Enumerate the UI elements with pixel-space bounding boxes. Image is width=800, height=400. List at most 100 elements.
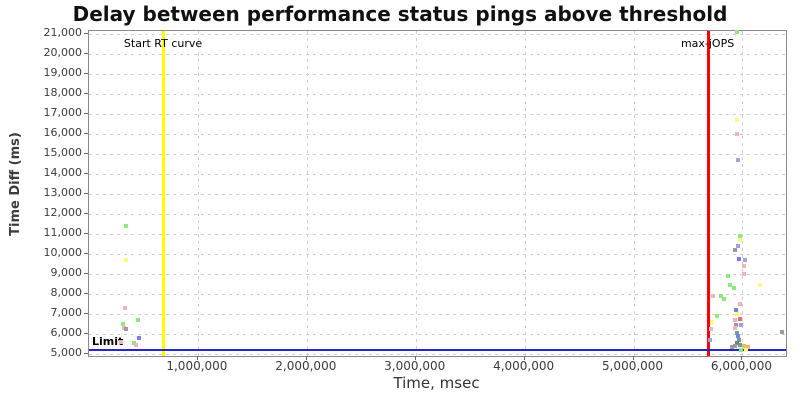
data-point xyxy=(738,317,743,321)
y-tick-mark xyxy=(84,333,88,334)
data-point xyxy=(734,341,739,345)
x-tick-mark xyxy=(632,356,634,360)
gridline-h xyxy=(89,234,786,235)
gridline-v xyxy=(197,31,199,356)
limit-label: Limit xyxy=(92,335,124,348)
x-tick-mark xyxy=(305,356,307,360)
gridline-h xyxy=(89,94,786,95)
gridline-h xyxy=(89,74,786,75)
x-tick-mark xyxy=(414,356,416,360)
vline-label-max-jops: max-jOPS xyxy=(680,37,735,50)
plot-area: Start RT curve max-jOPS Limit xyxy=(88,30,787,357)
data-point xyxy=(124,258,129,262)
data-point xyxy=(741,264,746,268)
data-point xyxy=(726,274,731,278)
gridline-h xyxy=(89,354,786,355)
gridline-h xyxy=(89,154,786,155)
x-tick-mark xyxy=(196,356,198,360)
gridline-h xyxy=(89,294,786,295)
y-tick-mark xyxy=(84,113,88,114)
y-tick-mark xyxy=(84,53,88,54)
y-tick-mark xyxy=(84,273,88,274)
data-point xyxy=(728,283,733,287)
data-point xyxy=(734,118,739,122)
gridline-h xyxy=(89,334,786,335)
gridline-h xyxy=(89,114,786,115)
gridline-h xyxy=(89,214,786,215)
gridline-v xyxy=(524,31,526,356)
x-axis-title: Time, msec xyxy=(393,374,480,392)
data-point xyxy=(119,340,124,344)
data-point xyxy=(732,248,737,252)
y-tick-mark xyxy=(84,33,88,34)
data-point xyxy=(737,257,742,261)
y-tick-mark xyxy=(84,133,88,134)
y-tick-mark xyxy=(84,253,88,254)
data-point xyxy=(738,302,743,306)
y-tick-mark xyxy=(84,313,88,314)
data-point xyxy=(739,348,744,352)
data-point xyxy=(136,336,141,340)
y-tick-mark xyxy=(84,233,88,234)
data-point xyxy=(736,158,741,162)
y-tick-label: 20,000 xyxy=(43,46,83,59)
data-point xyxy=(120,322,125,326)
data-point xyxy=(721,297,726,301)
data-point xyxy=(122,306,127,310)
data-point xyxy=(734,312,739,316)
data-point xyxy=(745,345,750,349)
y-tick-mark xyxy=(84,173,88,174)
data-point xyxy=(734,30,739,34)
data-point xyxy=(743,348,748,352)
x-tick-label: 6,000,000 xyxy=(710,359,772,373)
y-tick-mark xyxy=(84,353,88,354)
y-tick-mark xyxy=(84,213,88,214)
data-point xyxy=(715,314,720,318)
y-tick-label: 12,000 xyxy=(43,206,83,219)
data-point xyxy=(739,323,744,327)
y-tick-label: 17,000 xyxy=(43,106,83,119)
gridline-v xyxy=(306,31,308,356)
data-point xyxy=(736,244,741,248)
y-tick-label: 7,000 xyxy=(50,306,83,319)
y-tick-label: 19,000 xyxy=(43,66,83,79)
data-point xyxy=(741,272,746,276)
data-point xyxy=(732,344,737,348)
y-tick-mark xyxy=(84,153,88,154)
data-point xyxy=(757,283,762,287)
y-tick-mark xyxy=(84,193,88,194)
vline-max-jops xyxy=(706,31,710,356)
gridline-h xyxy=(89,54,786,55)
data-point xyxy=(709,320,714,324)
data-point xyxy=(734,331,739,335)
data-point xyxy=(711,294,716,298)
y-tick-mark xyxy=(84,73,88,74)
y-tick-label: 10,000 xyxy=(43,246,83,259)
x-tick-label: 4,000,000 xyxy=(493,359,555,373)
y-tick-label: 15,000 xyxy=(43,146,83,159)
y-tick-mark xyxy=(84,293,88,294)
vline-label-start-rt-curve: Start RT curve xyxy=(123,37,203,50)
data-point xyxy=(136,318,140,322)
x-tick-mark xyxy=(741,356,743,360)
y-tick-label: 16,000 xyxy=(43,126,83,139)
y-tick-label: 21,000 xyxy=(43,26,83,39)
data-point xyxy=(718,294,723,298)
y-tick-label: 11,000 xyxy=(43,226,83,239)
gridline-v xyxy=(415,31,417,356)
gridline-v xyxy=(742,31,744,356)
data-point xyxy=(133,343,138,347)
y-tick-label: 13,000 xyxy=(43,186,83,199)
data-point xyxy=(124,224,129,228)
y-tick-mark xyxy=(84,93,88,94)
y-tick-label: 8,000 xyxy=(50,286,83,299)
y-tick-label: 14,000 xyxy=(43,166,83,179)
chart-title: Delay between performance status pings a… xyxy=(72,2,728,26)
data-point xyxy=(741,344,746,348)
gridline-h xyxy=(89,274,786,275)
y-tick-label: 5,000 xyxy=(50,346,83,359)
gridline-h xyxy=(89,194,786,195)
data-point xyxy=(779,330,784,334)
y-tick-label: 18,000 xyxy=(43,86,83,99)
